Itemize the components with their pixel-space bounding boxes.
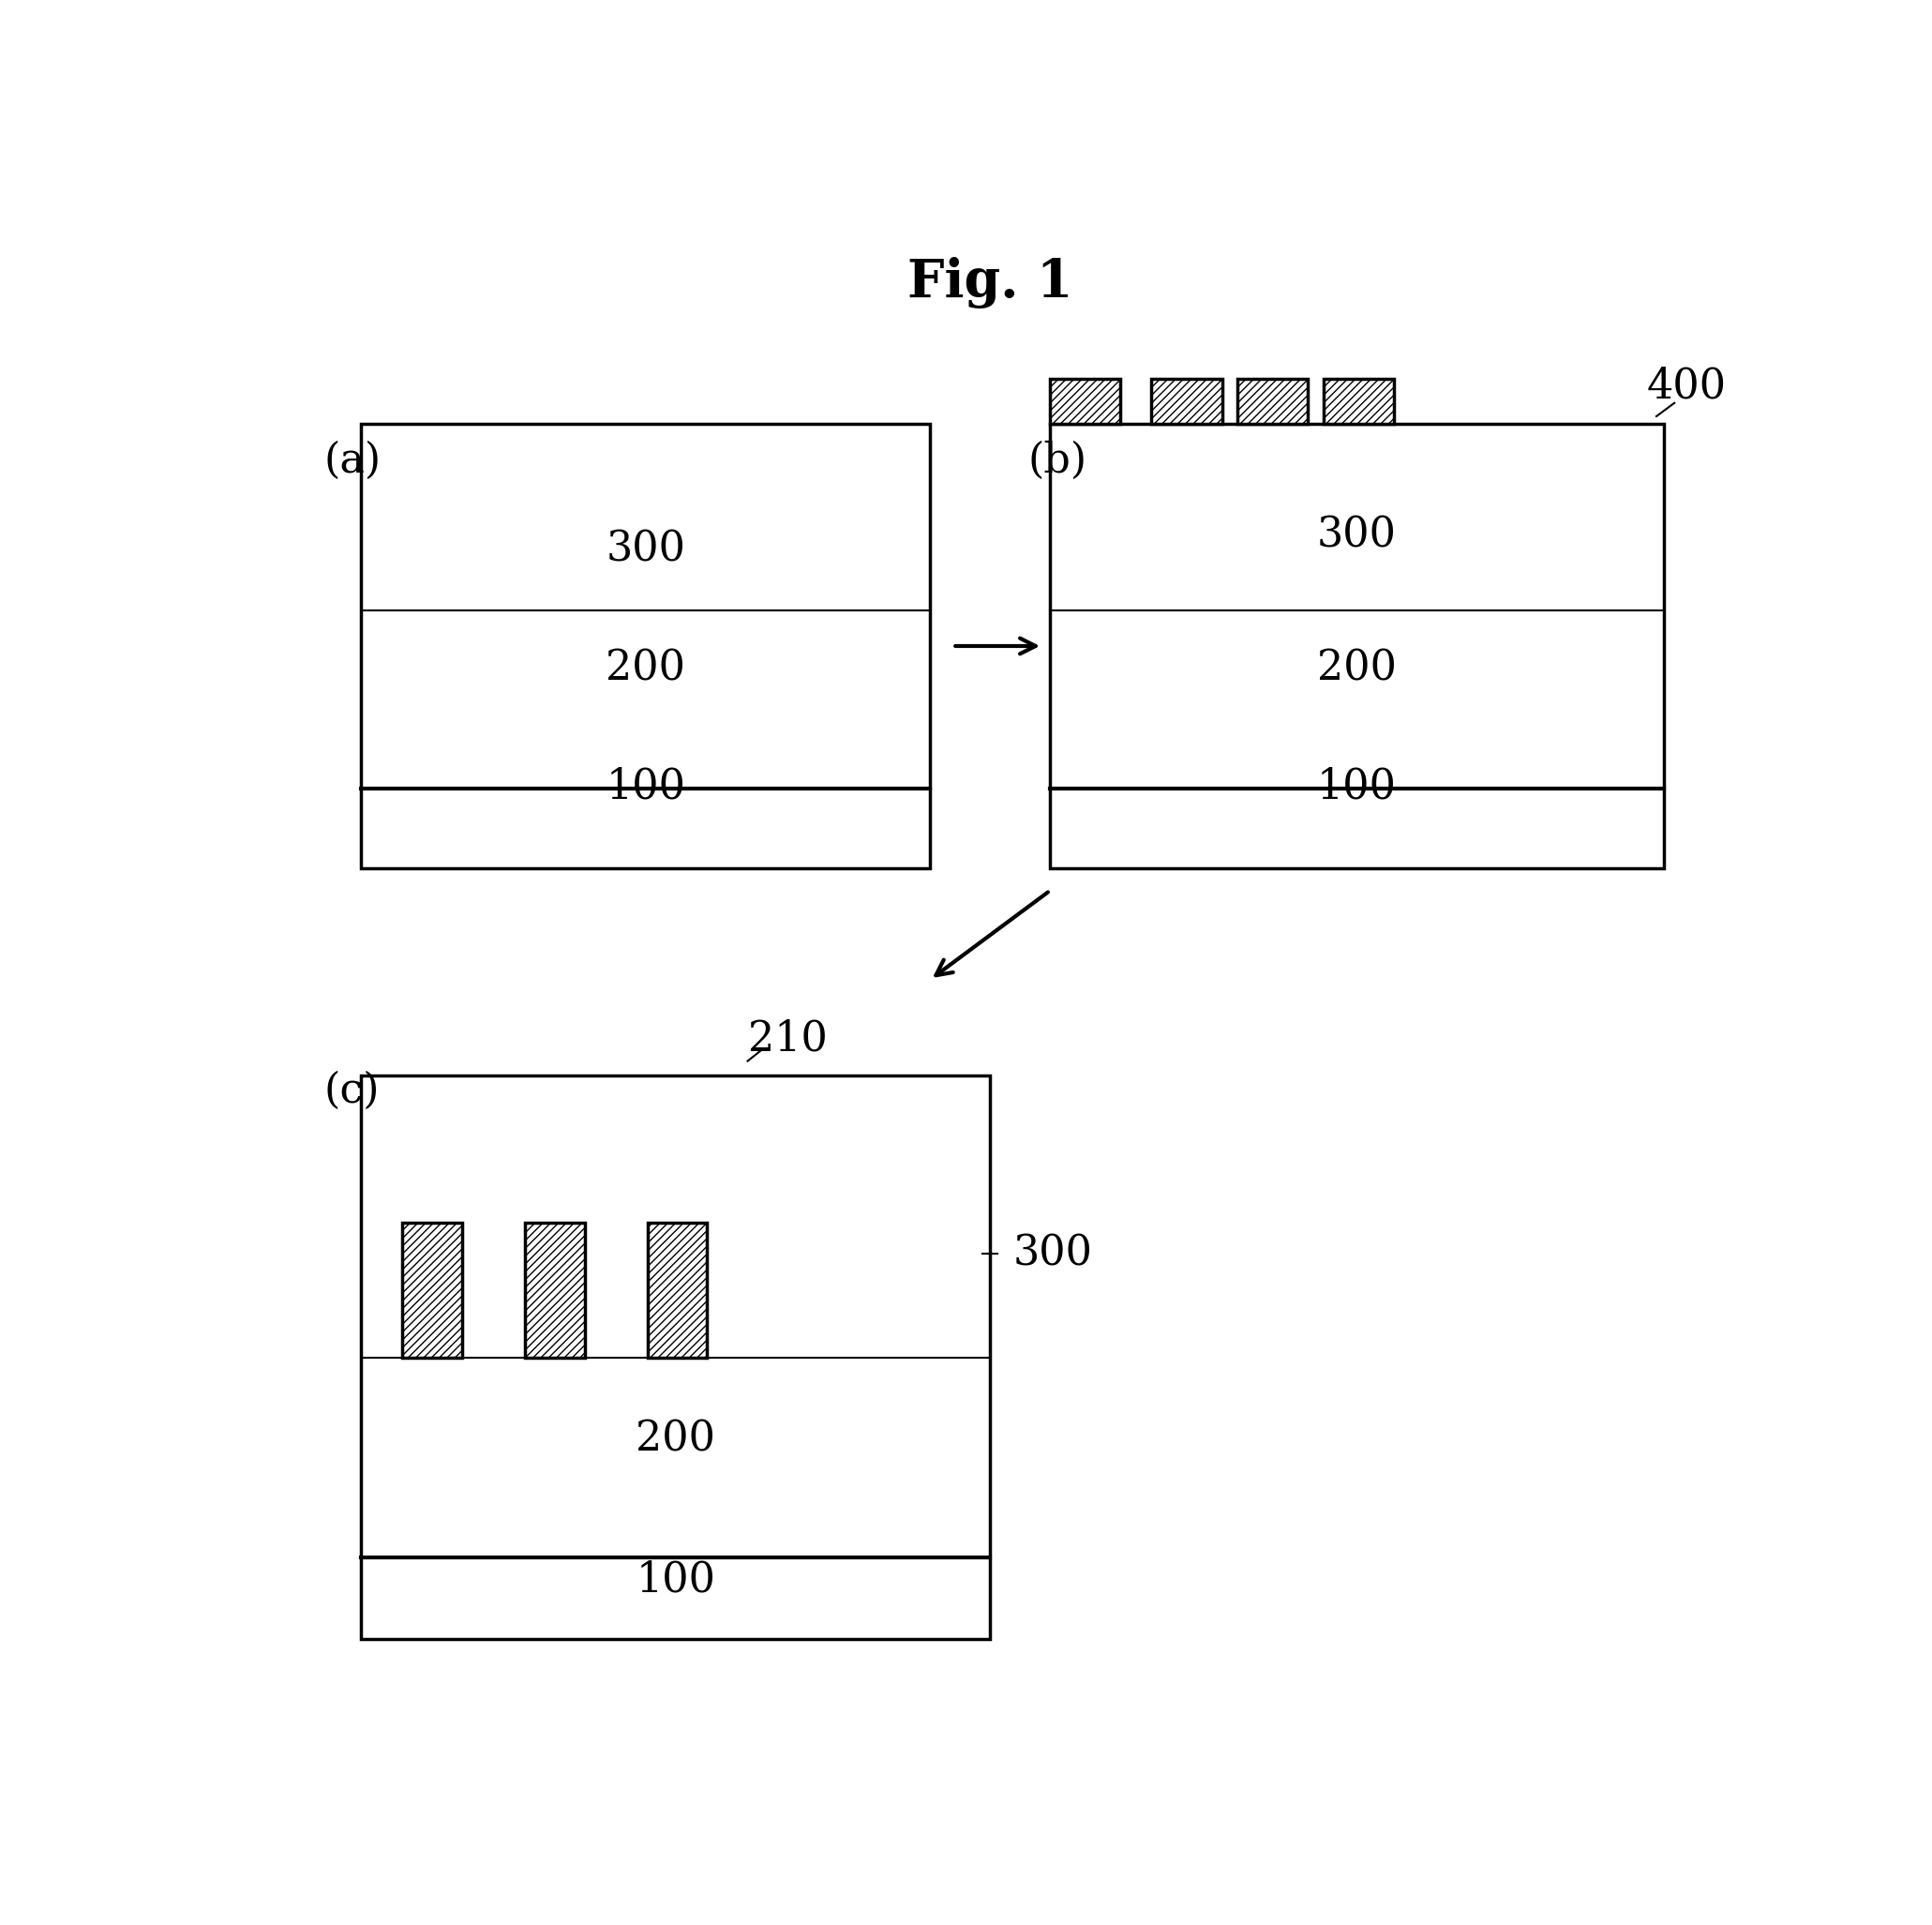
Bar xyxy=(1236,379,1308,424)
Text: (c): (c) xyxy=(325,1070,379,1111)
Text: (b): (b) xyxy=(1028,441,1088,481)
Bar xyxy=(361,1076,989,1640)
Text: 200: 200 xyxy=(607,649,686,689)
Text: 210: 210 xyxy=(748,1018,827,1059)
Bar xyxy=(526,1222,585,1357)
Text: (a): (a) xyxy=(325,441,381,481)
Text: 400: 400 xyxy=(1646,366,1727,406)
Bar xyxy=(647,1222,707,1357)
Bar xyxy=(1051,424,1663,868)
Text: 200: 200 xyxy=(636,1419,715,1459)
Bar xyxy=(361,424,931,868)
Text: 200: 200 xyxy=(1318,649,1397,689)
Bar xyxy=(1323,379,1393,424)
Bar xyxy=(1051,379,1121,424)
Text: 100: 100 xyxy=(636,1559,715,1600)
Text: 300: 300 xyxy=(1012,1234,1092,1274)
Bar xyxy=(1151,379,1221,424)
Text: 100: 100 xyxy=(607,766,686,807)
Text: Fig. 1: Fig. 1 xyxy=(908,258,1072,308)
Text: 300: 300 xyxy=(1318,514,1397,554)
Text: 100: 100 xyxy=(1318,766,1397,807)
Text: 300: 300 xyxy=(607,529,686,570)
Bar xyxy=(402,1222,462,1357)
